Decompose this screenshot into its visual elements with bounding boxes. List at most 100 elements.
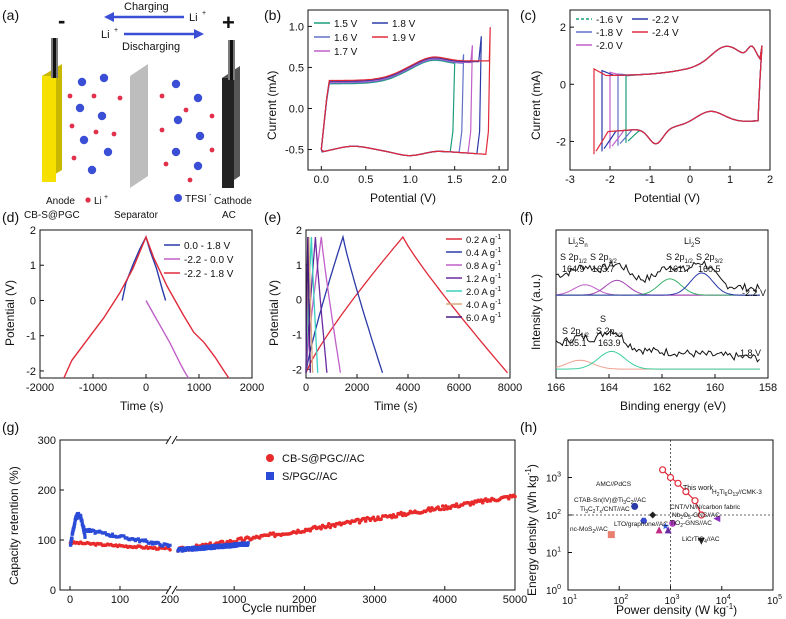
cycle-point (333, 524, 337, 529)
amc-label: AMC//PdCS (596, 481, 632, 488)
cycle-point (145, 539, 149, 544)
cycle-point (228, 543, 232, 547)
xps-fit-peak (556, 350, 760, 370)
plot-f-frame (555, 229, 769, 379)
plot-h-series (568, 440, 773, 590)
cycle-point (109, 534, 113, 538)
ragone-point (631, 502, 639, 510)
plot-f-axes: 166 164 162 160 158 (547, 374, 777, 394)
ragone-point (655, 526, 663, 534)
nb-label: Nb (672, 512, 681, 519)
legend-label: -2.2 - 1.8 V (184, 269, 234, 280)
svg-text:H2Ti6O13//CMK-3: H2Ti6O13//CMK-3 (712, 489, 762, 498)
plot-b-legend: 1.5 V 1.6 V 1.7 V 1.8 V 1.9 V (314, 19, 416, 58)
cycle-point (271, 531, 276, 535)
x-tick-label: 1 (727, 174, 733, 186)
discharging-label: Discharging (122, 41, 180, 53)
x-tick-label: 0 (303, 382, 309, 394)
plot-b-ylabel: Current (mA) (265, 71, 279, 140)
h2ti-label: H (712, 489, 717, 496)
cycle-point (110, 532, 114, 536)
axis-break-mark (165, 585, 172, 595)
cycle-point (363, 519, 368, 523)
label-minus-2-2v: -2.2 V (742, 288, 766, 298)
y-tick-label: -0.5 (285, 144, 304, 156)
legend-label: 0.4 A g-1 (466, 247, 501, 259)
plot-d-series (63, 235, 230, 379)
svg-text:S 2p1/2: S 2p1/2 (666, 252, 694, 265)
legend-label: 0.8 A g-1 (466, 260, 501, 272)
x-tick-label: 100 (111, 594, 129, 606)
cycle-point (168, 548, 172, 552)
discharging-arrow-icon (194, 29, 204, 39)
ragone-point (649, 511, 657, 519)
y-tick-label: 2 (560, 22, 566, 34)
cycle-point (86, 529, 90, 533)
cycle-point (246, 541, 250, 545)
plot-e-series (305, 234, 508, 374)
y-tick-label: 2 (296, 225, 302, 237)
plot-b-series (320, 27, 491, 157)
cv-curve (609, 45, 763, 149)
li-cation-4 (71, 155, 77, 161)
x-tick-label: 1.0 (403, 174, 418, 186)
ragone-point (697, 537, 705, 545)
panel-label-c: (c) (520, 7, 536, 23)
x-tick-label: -2 (605, 174, 615, 186)
y-tick-label: 2 (30, 225, 36, 237)
cycle-point (103, 531, 107, 535)
y-tick-label: 0.5 (289, 62, 304, 74)
label-1-8v: 1.8 V (740, 348, 761, 358)
x-tick-label: 160 (706, 382, 724, 394)
plot-c-ylabel: Current (mA) (529, 71, 543, 140)
axis-break-mark (165, 435, 172, 445)
tfsi-anion-9 (173, 115, 183, 125)
y-tick-label: -2 (556, 136, 566, 148)
svg-text:Nb2O5-GNS//AC: Nb2O5-GNS//AC (672, 512, 720, 521)
legend-label: -2.2 V (652, 15, 679, 26)
cv-curve (593, 45, 763, 155)
li-top-label: Li (189, 12, 198, 24)
cycle-point (71, 531, 75, 535)
x-tick-label: 0 (67, 594, 73, 606)
cycle-point (439, 507, 443, 512)
cathode-tab-core (230, 40, 233, 80)
legend-label: -2.4 V (652, 28, 679, 39)
battery-schematic: - + Charging Li + Li + Discharging Anode… (24, 1, 252, 221)
plot-c-xlabel: Potential (V) (634, 191, 700, 205)
li-cation-0 (67, 93, 73, 99)
plot-g-series (68, 493, 517, 553)
tfsi-anion-5 (103, 147, 113, 157)
tfsi-anion-1 (99, 73, 109, 83)
tfsi-anion-7 (171, 79, 181, 89)
cycle-point (454, 502, 459, 506)
xps-spectrum (555, 329, 760, 363)
y-tick-label: 101 (546, 547, 561, 560)
x-tick-label: 1000 (187, 382, 211, 394)
plot-c-axes: -3 -2 -1 0 1 2 -2 0 2 (556, 22, 773, 186)
cathode-electrode (222, 78, 234, 188)
x-tick-label: 1.5 (447, 174, 462, 186)
x-tick-label: -2000 (26, 382, 54, 394)
anode-sign: - (58, 8, 65, 33)
li-cation-10 (163, 161, 169, 167)
plot-c-frame (569, 9, 771, 171)
cycle-point (246, 542, 250, 547)
li2sn-label: Li (568, 236, 575, 246)
tfsi-anion-12 (193, 161, 203, 171)
plot-d-xlabel: Time (s) (120, 399, 164, 413)
plot-h-xlabel: Power density (W kg-1) (616, 602, 737, 617)
tfsi-anion-8 (193, 93, 203, 103)
this-work-point (674, 479, 682, 487)
x-tick-label: 101 (562, 594, 577, 607)
panel-label-g: (g) (2, 419, 19, 435)
cycle-point (208, 541, 213, 545)
li-cation-8 (159, 127, 165, 133)
svg-text:S 2p3/2: S 2p3/2 (596, 326, 624, 339)
y-tick-label: 1 (30, 260, 36, 272)
svg-text:Li2Sn: Li2Sn (568, 236, 588, 249)
cycle-point (122, 534, 126, 538)
svg-text:S 2p3/2: S 2p3/2 (590, 252, 618, 265)
